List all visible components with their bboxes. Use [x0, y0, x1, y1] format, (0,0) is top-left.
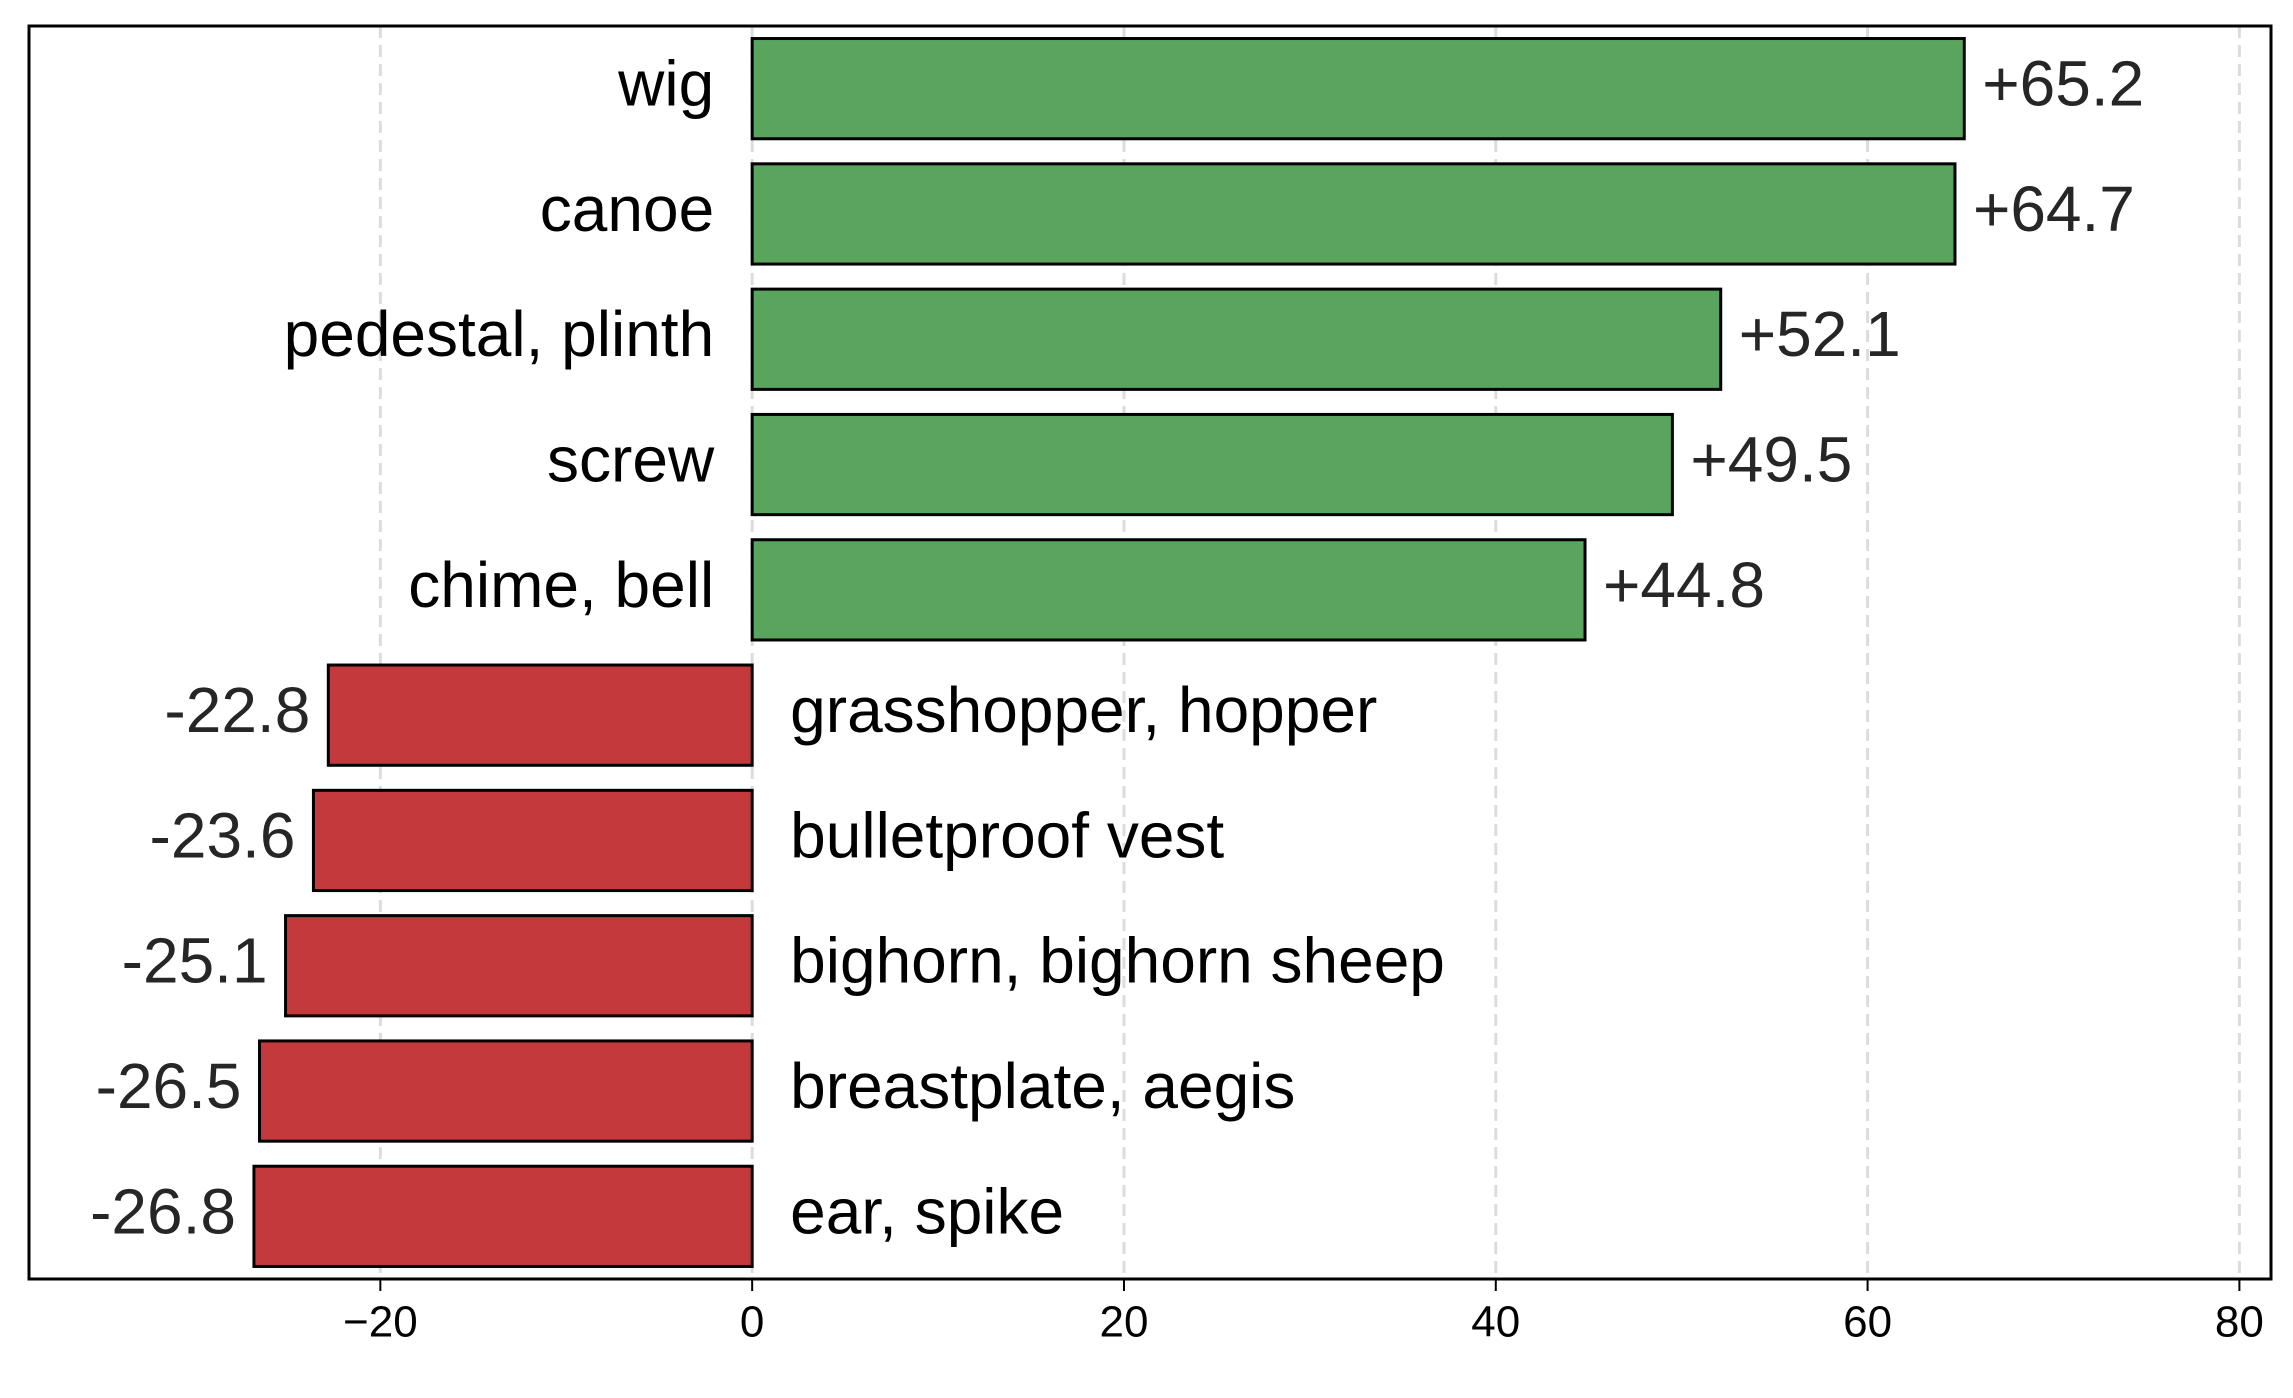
- category-label: bighorn, bighorn sheep: [790, 925, 1445, 997]
- plot-frame: [27, 24, 2273, 1281]
- value-label: -26.5: [96, 1050, 242, 1122]
- x-tick-label: 20: [1099, 1298, 1148, 1347]
- value-label: +44.8: [1603, 549, 1765, 621]
- bar: [258, 1039, 754, 1143]
- bar: [750, 412, 1674, 517]
- value-label: +65.2: [1982, 48, 2144, 120]
- category-label: pedestal, plinth: [284, 298, 715, 370]
- value-label: -26.8: [90, 1175, 236, 1247]
- bar: [750, 37, 1966, 141]
- category-label: grasshopper, hopper: [790, 674, 1377, 746]
- category-label: wig: [617, 48, 714, 120]
- bar: [311, 788, 754, 893]
- value-label: -25.1: [122, 925, 268, 997]
- bar: [750, 538, 1587, 642]
- bar: [750, 162, 1957, 266]
- bar: [326, 663, 754, 767]
- x-tick-label: 0: [740, 1298, 764, 1347]
- value-label: +52.1: [1739, 298, 1901, 370]
- bar: [252, 1164, 754, 1268]
- category-label: bulletproof vest: [790, 799, 1224, 871]
- x-tick-label: 80: [2215, 1298, 2264, 1347]
- category-label: chime, bell: [408, 549, 714, 621]
- bar: [284, 914, 754, 1018]
- value-label: +49.5: [1690, 423, 1852, 495]
- value-label: +64.7: [1973, 173, 2135, 245]
- category-label: screw: [547, 423, 715, 495]
- x-tick-label: −20: [343, 1298, 418, 1347]
- bar: [750, 287, 1723, 391]
- x-tick-label: 40: [1471, 1298, 1520, 1347]
- value-label: -22.8: [164, 674, 310, 746]
- x-tick-label: 60: [1843, 1298, 1892, 1347]
- category-label: breastplate, aegis: [790, 1050, 1295, 1122]
- category-label: ear, spike: [790, 1175, 1064, 1247]
- category-label: canoe: [540, 173, 714, 245]
- value-label: -23.6: [150, 799, 296, 871]
